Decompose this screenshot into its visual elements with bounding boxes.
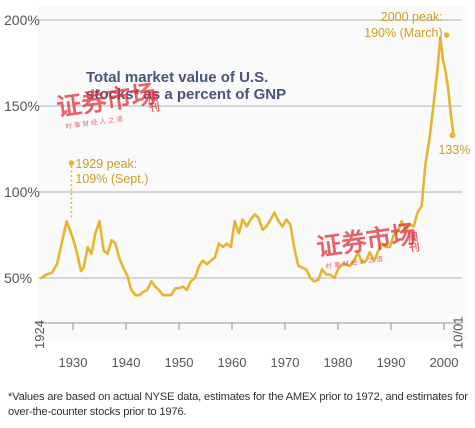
watermark-stamp-1-side-text: 周刊 bbox=[146, 91, 161, 114]
y-tick-label: 100% bbox=[4, 184, 40, 200]
x-end-label: 10/01 bbox=[451, 316, 466, 349]
data-series-line bbox=[39, 35, 455, 297]
grid bbox=[38, 19, 462, 279]
x-start-label: 1924 bbox=[32, 320, 47, 349]
y-tick-label: 150% bbox=[4, 98, 40, 114]
watermark-stamp-2-side-text: 周刊 bbox=[406, 231, 421, 254]
chart-title: Total market value of U.S. stocks* as a … bbox=[86, 69, 286, 103]
axes: 50% 100% 150% 200% 1930 1940 1950 1960 1970 1980 1… bbox=[4, 12, 466, 370]
peak-2000-dot bbox=[443, 32, 450, 38]
y-tick-label: 50% bbox=[4, 270, 32, 286]
peak-1929-dot bbox=[68, 160, 75, 166]
x-tick-label: 1990 bbox=[377, 355, 406, 370]
footnote: *Values are based on actual NYSE data, e… bbox=[8, 391, 468, 418]
end-value-label: 133% bbox=[438, 143, 470, 157]
peak-1929-label-line-2: 109% (Sept.) bbox=[75, 172, 148, 186]
y-tick-label: 200% bbox=[4, 12, 40, 28]
peak-2000-label-line-1: 2000 peak: bbox=[381, 10, 443, 24]
plot-area bbox=[38, 6, 468, 341]
x-tick-label: 1970 bbox=[271, 355, 300, 370]
end-value-dot bbox=[449, 132, 456, 139]
x-tick-label: 1960 bbox=[218, 355, 247, 370]
x-tick-label: 1950 bbox=[165, 355, 194, 370]
title-line-2: stocks* as a percent of GNP bbox=[86, 86, 286, 103]
peak-1929-label-line-1: 1929 peak: bbox=[75, 157, 137, 171]
title-line-1: Total market value of U.S. bbox=[86, 69, 268, 86]
x-tick-label: 1940 bbox=[112, 355, 141, 370]
series-layer bbox=[39, 35, 455, 297]
annotations: 2000 peak: 190% (March) 1929 peak:109% (Se… bbox=[68, 10, 470, 218]
x-tick-label: 1930 bbox=[59, 355, 88, 370]
peak-2000-label-line-2: 190% (March) bbox=[364, 26, 443, 40]
x-tick-label: 1980 bbox=[324, 355, 353, 370]
x-tick-label: 2000 bbox=[430, 355, 459, 370]
